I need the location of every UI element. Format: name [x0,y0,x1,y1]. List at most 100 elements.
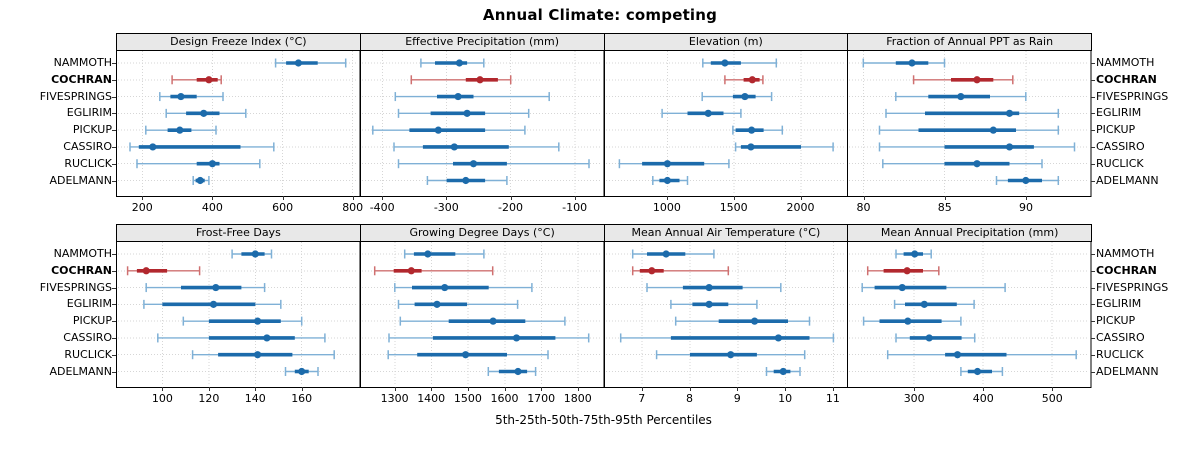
x-tick-label: 1600 [490,392,519,405]
station-label-left: FIVESPRINGS [39,280,112,294]
station-tick-right [1091,180,1095,182]
station-label-right: PICKUP [1096,314,1136,328]
station-tick-right [1091,146,1095,148]
x-tick-mark [733,196,735,200]
x-tick-mark [541,387,543,391]
x-tick-label: 7 [638,392,646,405]
station-label-left: CASSIRO [63,139,112,153]
panel-strip: Design Freeze Index (°C) [116,33,361,51]
x-tick-label: 600 [272,201,294,214]
x-tick-label: 1700 [527,392,556,405]
x-tick-label: 8 [686,392,693,405]
x-tick-label: 400 [972,392,994,405]
x-tick-label: -400 [369,201,395,214]
station-tick-left [112,146,116,148]
x-tick-label: -200 [498,201,523,214]
station-tick-right [1091,304,1095,306]
x-tick-mark [382,196,384,200]
station-tick-right [1091,287,1095,289]
x-tick-label: 2000 [786,201,815,214]
panel-title: Elevation (m) [688,35,763,48]
x-tick-label: 9 [733,392,741,405]
x-tick-label: 300 [903,392,925,405]
station-label-right: CASSIRO [1096,139,1145,153]
x-tick-mark [641,387,643,391]
x-tick-mark [944,196,946,200]
x-tick-label: -300 [433,201,459,214]
station-tick-left [112,163,116,165]
panel-title: Design Freeze Index (°C) [170,35,307,48]
station-tick-right [1091,371,1095,373]
station-tick-left [112,254,116,255]
panel-title: Mean Annual Air Temperature (°C) [631,226,821,239]
x-tick-mark [785,387,787,391]
x-tick-label: 100 [151,392,173,405]
station-tick-left [112,270,116,272]
x-tick-mark [162,387,164,391]
station-tick-right [1091,63,1095,64]
station-tick-right [1091,163,1095,165]
panel-strip: Growing Degree Days (°C) [359,224,605,242]
station-tick-right [1091,130,1095,132]
x-tick-label: 80 [856,201,871,214]
x-tick-label: 120 [198,392,220,405]
station-label-right: ADELMANN [1096,173,1159,187]
x-tick-mark [574,196,576,200]
station-label-left: EGLIRIM [66,106,112,120]
x-tick-mark [863,196,865,200]
station-label-right: COCHRAN [1096,263,1157,277]
panel-strip: Mean Annual Precipitation (mm) [847,224,1092,242]
station-label-left: RUCLICK [64,156,112,170]
station-tick-right [1091,113,1095,115]
x-tick-mark [255,387,257,391]
x-tick-label: 90 [1019,201,1033,214]
station-label-left: PICKUP [72,314,112,328]
x-tick-mark [282,196,284,200]
x-tick-label: -100 [562,201,588,214]
panel-title: Fraction of Annual PPT as Rain [886,35,1054,48]
x-tick-mark [800,196,802,200]
station-label-left: CASSIRO [63,330,112,344]
station-label-right: RUCLICK [1096,347,1144,361]
x-tick-label: 1300 [380,392,409,405]
station-label-left: NAMMOTH [53,56,112,69]
x-tick-label: 140 [244,392,266,405]
station-tick-right [1091,337,1095,339]
panel-title: Effective Precipitation (mm) [405,35,559,48]
station-label-left: PICKUP [72,123,112,137]
x-tick-label: 1000 [652,201,681,214]
x-tick-label: 800 [342,201,364,214]
panel-plot [847,50,1092,197]
x-tick-mark [510,196,512,200]
station-tick-left [112,113,116,115]
x-tick-mark [666,196,668,200]
panel-plot [603,241,849,388]
x-tick-mark [301,387,303,391]
station-tick-right [1091,254,1095,255]
panel-plot [116,50,361,197]
station-label-right: ADELMANN [1096,364,1159,378]
panel-plot [359,50,605,197]
x-tick-label: 1500 [719,201,748,214]
x-tick-mark [142,196,144,200]
x-tick-label: 10 [778,392,793,405]
x-tick-mark [914,387,916,391]
x-tick-mark [208,387,210,391]
station-tick-left [112,371,116,373]
station-tick-left [112,96,116,98]
x-tick-mark [446,196,448,200]
panel-plot [847,241,1092,388]
station-label-left: COCHRAN [51,263,112,277]
station-tick-right [1091,270,1095,272]
station-label-left: NAMMOTH [53,247,112,260]
panel-plot [603,50,849,197]
panel-strip: Frost-Free Days [116,224,361,242]
station-label-right: PICKUP [1096,123,1136,137]
station-tick-left [112,79,116,81]
station-label-right: COCHRAN [1096,72,1157,86]
x-tick-label: 1800 [563,392,592,405]
panel-strip: Fraction of Annual PPT as Rain [847,33,1092,51]
panel-title: Frost-Free Days [195,226,281,239]
x-tick-mark [212,196,214,200]
